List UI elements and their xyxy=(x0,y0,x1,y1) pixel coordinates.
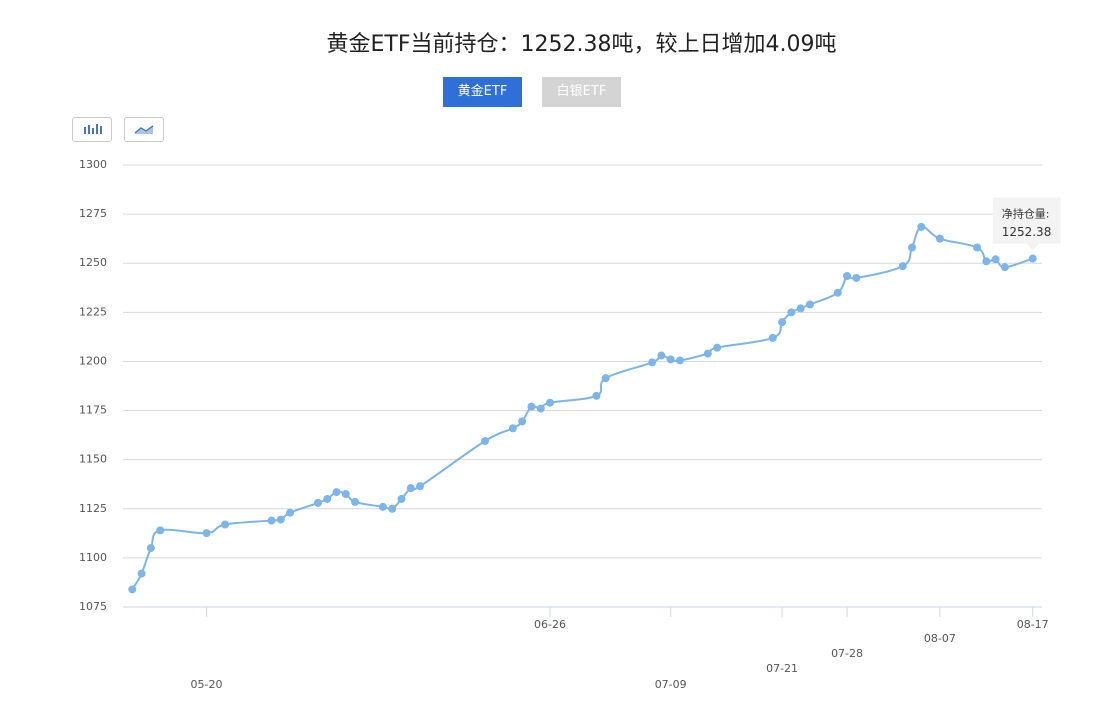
data-point xyxy=(286,508,295,517)
tooltip-box xyxy=(992,197,1061,244)
data-point xyxy=(146,544,155,553)
data-point xyxy=(137,569,146,578)
tooltip-label: 净持仓量: xyxy=(1002,207,1050,221)
data-point xyxy=(713,343,722,352)
data-point xyxy=(843,271,852,280)
y-tick-label: 1125 xyxy=(79,502,107,515)
data-point xyxy=(703,349,712,358)
data-point xyxy=(388,504,397,513)
data-point xyxy=(536,404,545,413)
y-tick-label: 1300 xyxy=(79,158,107,171)
data-point xyxy=(276,515,285,524)
x-tick-label: 08-17 xyxy=(1017,618,1049,631)
y-tick-label: 1250 xyxy=(79,256,107,269)
data-point xyxy=(852,273,861,282)
data-point xyxy=(833,288,842,297)
data-point xyxy=(351,497,360,506)
x-tick-label: 07-21 xyxy=(766,662,798,675)
tooltip: 净持仓量: 1252.38 xyxy=(992,197,1061,251)
data-point xyxy=(518,417,527,426)
series-line xyxy=(131,225,1034,590)
bar-icon xyxy=(84,124,102,134)
y-tick-label: 1200 xyxy=(79,354,107,367)
line-icon xyxy=(134,125,154,134)
bar-view-button[interactable] xyxy=(72,117,112,142)
tooltip-value: 1252.38 xyxy=(1002,225,1052,239)
data-point xyxy=(908,243,917,252)
y-tick-label: 1225 xyxy=(79,305,107,318)
tab-gold[interactable]: 黄金ETF xyxy=(443,77,522,107)
data-point xyxy=(221,520,230,529)
x-tick-label: 05-20 xyxy=(191,678,223,691)
data-point xyxy=(323,494,332,503)
data-point xyxy=(378,502,387,511)
y-tick-label: 1100 xyxy=(79,551,107,564)
data-point xyxy=(675,356,684,365)
data-point xyxy=(991,255,1000,264)
data-point xyxy=(657,351,666,360)
data-point xyxy=(481,437,490,446)
y-tick-label: 1275 xyxy=(79,207,107,220)
data-point xyxy=(935,234,944,243)
data-point xyxy=(648,358,657,367)
data-point xyxy=(202,529,211,538)
data-point xyxy=(805,300,814,309)
x-tick-label: 07-09 xyxy=(655,678,687,691)
data-point xyxy=(397,494,406,503)
x-tick-label: 08-07 xyxy=(924,632,956,645)
data-point xyxy=(796,304,805,313)
data-point xyxy=(982,257,991,266)
data-point xyxy=(973,243,982,252)
x-tick-label: 07-28 xyxy=(831,647,863,660)
data-point xyxy=(778,318,787,327)
data-point xyxy=(592,391,601,400)
data-point xyxy=(917,222,926,231)
data-point xyxy=(1000,263,1009,272)
y-tick-label: 1175 xyxy=(79,404,107,417)
chart-title: 黄金ETF当前持仓：1252.38吨，较上日增加4.09吨 xyxy=(326,32,837,57)
y-tick-label: 1075 xyxy=(79,600,107,613)
data-point xyxy=(267,516,276,525)
data-point xyxy=(768,333,777,342)
data-point xyxy=(341,490,350,499)
data-point xyxy=(128,585,137,594)
data-point xyxy=(508,424,517,433)
data-point xyxy=(527,402,536,411)
tab-silver[interactable]: 白银ETF xyxy=(542,77,621,107)
line-view-button[interactable] xyxy=(124,117,164,142)
data-point xyxy=(313,498,322,507)
data-point xyxy=(787,308,796,317)
data-point xyxy=(898,262,907,271)
data-point xyxy=(666,355,675,364)
y-tick-label: 1150 xyxy=(79,453,107,466)
data-point xyxy=(601,374,610,383)
tooltip-pointer xyxy=(1026,243,1039,251)
data-point xyxy=(156,526,165,535)
data-point xyxy=(416,482,425,491)
data-point xyxy=(406,484,415,493)
data-point xyxy=(332,488,341,497)
data-point xyxy=(1028,254,1037,263)
x-tick-label: 06-26 xyxy=(534,618,566,631)
data-point xyxy=(546,398,555,407)
